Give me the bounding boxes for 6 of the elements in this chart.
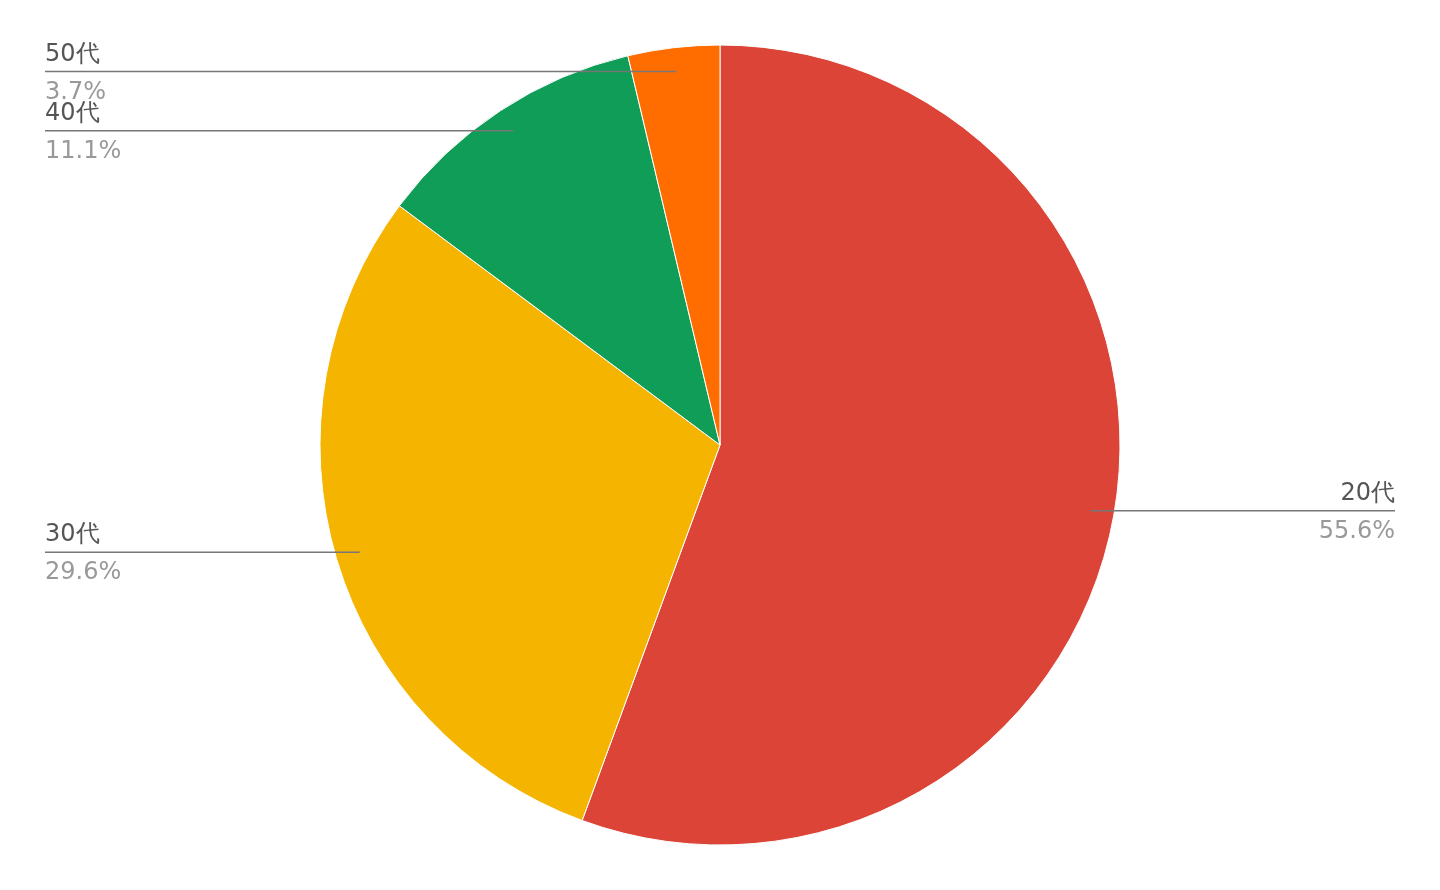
- data-label: 11.1%: [45, 135, 122, 164]
- slice-label: 20代: [1340, 477, 1395, 506]
- slice-label: 50代: [45, 38, 100, 67]
- slice-label: 30代: [45, 519, 100, 548]
- data-label: 55.6%: [1318, 515, 1395, 544]
- data-label: 29.6%: [45, 557, 122, 586]
